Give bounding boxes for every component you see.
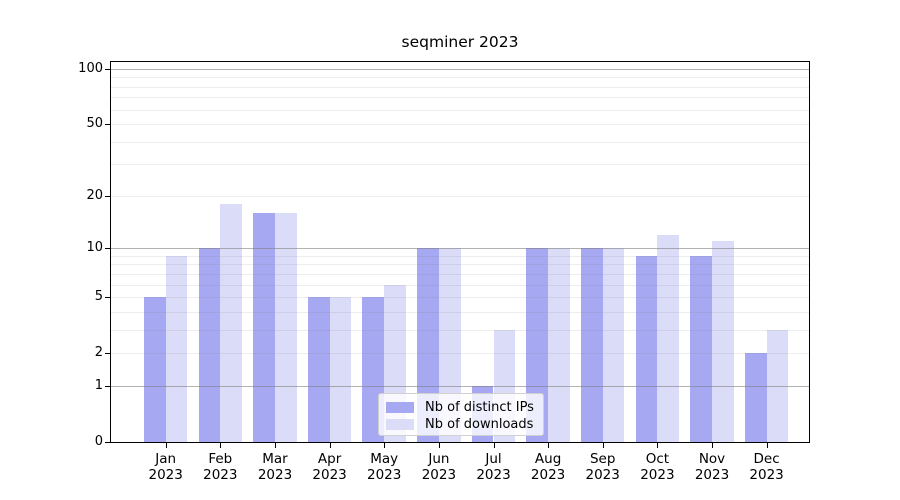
bar-nb-of-downloads-8 (602, 248, 625, 442)
minor-gridline (111, 329, 809, 331)
minor-gridline (111, 255, 809, 257)
y-tick-label: 2 (94, 345, 103, 361)
x-tick-label: Jan 2023 (148, 451, 183, 483)
y-tick-label: 50 (86, 116, 103, 131)
x-tick (275, 443, 276, 448)
y-tick (105, 353, 110, 355)
plot-area (110, 61, 810, 443)
x-tick-label: Dec 2023 (749, 451, 784, 483)
x-tick-label: Jun 2023 (421, 451, 457, 483)
minor-gridline (111, 297, 809, 299)
y-tick-label: 5 (94, 289, 103, 305)
y-tick-label: 10 (86, 240, 103, 255)
x-tick-label: Jul 2023 (476, 451, 511, 483)
x-tick-label: Aug 2023 (530, 451, 566, 483)
bar-nb-of-downloads-3 (329, 297, 352, 442)
bar-nb-of-distinct-ips-3 (307, 297, 330, 442)
legend-label-downloads: Nb of downloads (425, 417, 534, 432)
legend-label-distinct-ips: Nb of distinct IPs (425, 400, 534, 415)
bar-nb-of-downloads-1 (220, 203, 243, 442)
x-tick (712, 443, 713, 448)
y-tick-label: 20 (86, 187, 103, 203)
x-tick (329, 443, 331, 448)
bar-nb-of-downloads-2 (275, 212, 297, 442)
bar-nb-of-distinct-ips-1 (198, 248, 221, 442)
x-tick-label: Apr 2023 (312, 451, 347, 483)
minor-gridline (111, 86, 809, 88)
x-tick-label: May 2023 (367, 451, 402, 483)
x-tick-label: Oct 2023 (640, 451, 675, 483)
minor-gridline (111, 273, 809, 275)
x-tick (438, 443, 440, 448)
y-tick-label: 0 (94, 434, 103, 449)
bar-nb-of-downloads-10 (712, 241, 734, 442)
bar-nb-of-distinct-ips-8 (580, 248, 603, 442)
major-gridline (111, 68, 809, 70)
minor-gridline (111, 109, 809, 111)
minor-gridline (111, 311, 809, 313)
x-tick (602, 443, 604, 448)
legend-row-downloads: Nb of downloads (386, 416, 535, 433)
y-tick (105, 385, 110, 387)
minor-gridline (111, 195, 809, 197)
bar-nb-of-distinct-ips-0 (143, 297, 166, 442)
minor-gridline (111, 264, 809, 266)
y-tick (105, 248, 110, 249)
minor-gridline (111, 124, 809, 125)
legend-swatch-distinct-ips-icon (386, 402, 414, 413)
minor-gridline (111, 77, 809, 79)
y-tick (105, 297, 110, 299)
y-tick-label: 1 (94, 377, 103, 393)
major-gridline (111, 385, 809, 387)
legend-row-distinct-ips: Nb of distinct IPs (386, 399, 535, 416)
y-tick-label: 100 (78, 60, 103, 76)
bar-nb-of-distinct-ips-10 (690, 255, 712, 442)
minor-gridline (111, 97, 809, 99)
y-tick (105, 68, 110, 70)
bar-nb-of-distinct-ips-2 (253, 212, 275, 442)
y-tick (105, 124, 110, 125)
y-tick (105, 195, 110, 197)
x-tick-label: Feb 2023 (203, 451, 238, 483)
minor-gridline (111, 284, 809, 286)
legend-swatch-downloads-icon (386, 419, 414, 430)
minor-gridline (111, 141, 809, 143)
x-tick-label: Mar 2023 (257, 451, 293, 483)
x-tick (384, 443, 386, 448)
bar-nb-of-downloads-0 (165, 255, 188, 442)
bar-nb-of-downloads-7 (548, 248, 570, 442)
x-tick (766, 443, 768, 448)
x-tick (548, 443, 550, 448)
chart-title: seqminer 2023 (401, 33, 519, 51)
bar-nb-of-distinct-ips-9 (635, 255, 658, 442)
minor-gridline (111, 164, 809, 166)
x-tick (657, 443, 659, 448)
x-tick-label: Sep 2023 (585, 451, 620, 483)
x-tick (165, 443, 167, 448)
x-tick-label: Nov 2023 (694, 451, 730, 483)
x-tick (493, 443, 495, 448)
major-gridline (111, 248, 809, 249)
minor-gridline (111, 353, 809, 355)
bar-nb-of-distinct-ips-11 (744, 353, 767, 442)
bar-nb-of-downloads-9 (657, 234, 680, 442)
legend: Nb of distinct IPs Nb of downloads (378, 393, 544, 436)
x-tick (220, 443, 222, 448)
y-tick (105, 442, 110, 443)
